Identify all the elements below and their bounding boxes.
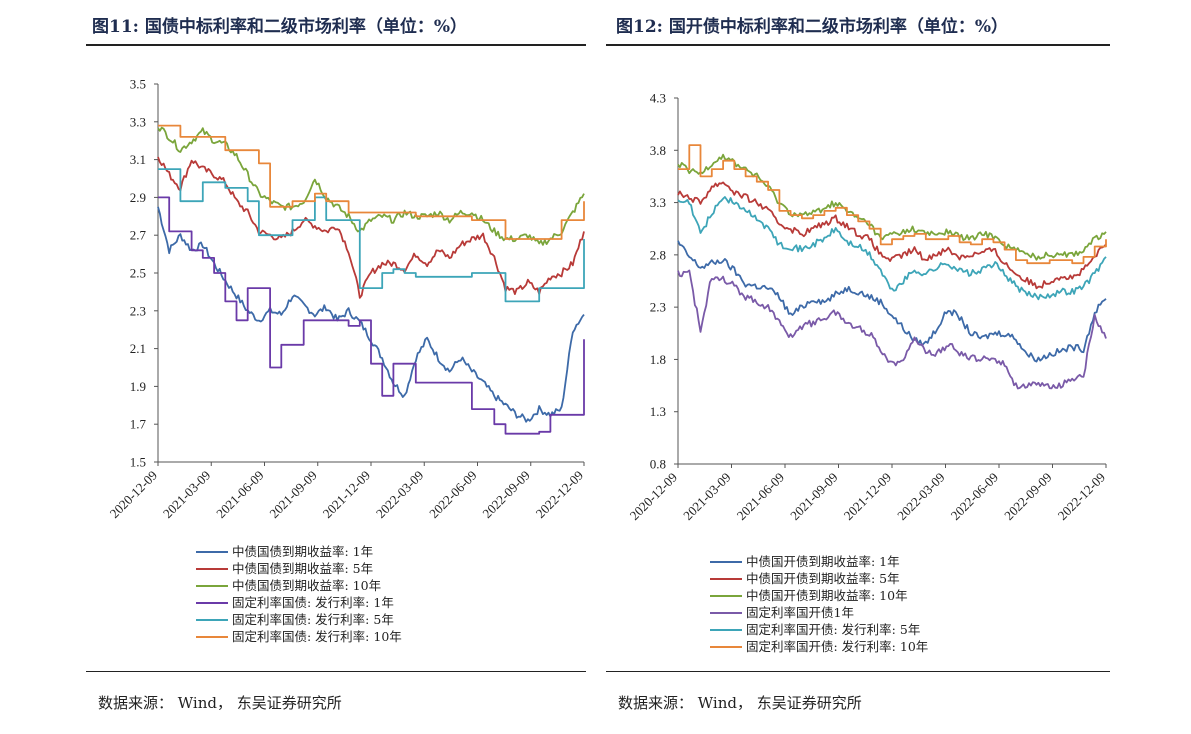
figure-11-bottom-rule	[86, 671, 586, 672]
legend-label: 固定利率国债: 发行利率: 10年	[232, 629, 402, 644]
legend-label: 固定利率国开债: 发行利率: 5年	[746, 622, 920, 637]
figure-11-title: 图11: 国债中标利率和二级市场利率（单位：%）	[92, 17, 468, 37]
y-tick-label: 2.7	[130, 228, 147, 243]
y-tick-label: 3.5	[130, 77, 146, 92]
y-tick-label: 0.8	[650, 457, 666, 472]
y-tick-label: 1.9	[130, 379, 146, 394]
x-tick-label: 2022-06-09	[948, 470, 1002, 524]
series-line	[157, 156, 585, 299]
series-line	[678, 144, 1107, 265]
legend-label: 中债国开债到期收益率: 1年	[746, 554, 900, 569]
y-tick-label: 1.7	[130, 417, 147, 432]
figure-12-panel: 图12: 国开债中标利率和二级市场利率（单位：%） 4.3 3.8 3.3 2.8 2.…	[600, 0, 1191, 734]
series-line	[677, 153, 1107, 261]
y-tick-label: 2.5	[130, 266, 146, 281]
x-tick-label: 2022-03-09	[373, 468, 427, 522]
figure-12-bottom-rule	[606, 671, 1110, 672]
y-tick-label: 1.5	[130, 455, 146, 470]
x-tick-label: 2021-12-09	[320, 468, 374, 522]
legend-label: 中债国债到期收益率: 5年	[232, 561, 373, 576]
x-tick-label: 2021-09-09	[787, 470, 841, 524]
legend-label: 固定利率国开债: 发行利率: 10年	[746, 639, 928, 654]
legend-label: 中债国开债到期收益率: 5年	[746, 571, 900, 586]
figure-11-panel: 图11: 国债中标利率和二级市场利率（单位：%） 3.5 3.3 3.1 2.9 2.7…	[0, 0, 595, 734]
figure-11-chart: 3.5 3.3 3.1 2.9 2.7 2.5 2.3 2.1 1.9 1.7 1.52020-12…	[107, 77, 587, 645]
x-tick-label: 2020-12-09	[107, 468, 161, 522]
series-line	[158, 196, 585, 435]
series-line	[158, 124, 585, 240]
y-tick-label: 1.3	[650, 404, 666, 419]
figure-11-top-rule	[86, 44, 586, 46]
figure-12-top-rule	[606, 44, 1110, 46]
y-tick-label: 3.1	[130, 152, 146, 167]
y-tick-label: 3.8	[650, 143, 666, 158]
y-tick-label: 2.9	[130, 190, 146, 205]
x-tick-label: 2022-09-09	[479, 468, 533, 522]
x-tick-label: 2020-12-09	[627, 470, 681, 524]
legend-label: 中债国开债到期收益率: 10年	[746, 588, 908, 603]
x-tick-label: 2021-03-09	[160, 468, 214, 522]
x-tick-label: 2021-12-09	[841, 470, 895, 524]
series-line	[158, 168, 585, 303]
x-tick-label: 2021-06-09	[734, 470, 788, 524]
y-tick-label: 3.3	[130, 114, 146, 129]
y-tick-label: 2.1	[130, 341, 146, 356]
legend-label: 固定利率国债: 发行利率: 5年	[232, 612, 394, 627]
legend-label: 固定利率国开债1年	[746, 605, 854, 620]
series-line	[677, 196, 1107, 301]
y-tick-label: 2.3	[650, 300, 666, 315]
legend-label: 固定利率国债: 发行利率: 1年	[232, 595, 394, 610]
series-line	[677, 240, 1107, 363]
x-tick-label: 2021-06-09	[213, 468, 267, 522]
y-tick-label: 2.3	[130, 303, 146, 318]
x-tick-label: 2022-12-09	[533, 468, 587, 522]
series-line	[157, 126, 585, 246]
x-tick-label: 2022-12-09	[1055, 470, 1109, 524]
figure-11-source: 数据来源： Wind， 东吴证券研究所	[98, 694, 342, 712]
series-line	[677, 269, 1107, 390]
x-tick-label: 2021-03-09	[680, 470, 734, 524]
x-tick-label: 2022-09-09	[1001, 470, 1055, 524]
series-line	[677, 181, 1107, 290]
y-tick-label: 1.8	[650, 352, 666, 367]
y-tick-label: 4.3	[650, 91, 666, 106]
y-tick-label: 3.3	[650, 195, 666, 210]
x-tick-label: 2022-03-09	[894, 470, 948, 524]
figure-12-title: 图12: 国开债中标利率和二级市场利率（单位：%）	[616, 17, 1009, 37]
legend-label: 中债国债到期收益率: 10年	[232, 578, 381, 593]
x-tick-label: 2021-09-09	[266, 468, 320, 522]
y-tick-label: 2.8	[650, 247, 666, 262]
x-tick-label: 2022-06-09	[426, 468, 480, 522]
figure-12-source: 数据来源： Wind， 东吴证券研究所	[618, 694, 862, 712]
legend-label: 中债国债到期收益率: 1年	[232, 544, 373, 559]
